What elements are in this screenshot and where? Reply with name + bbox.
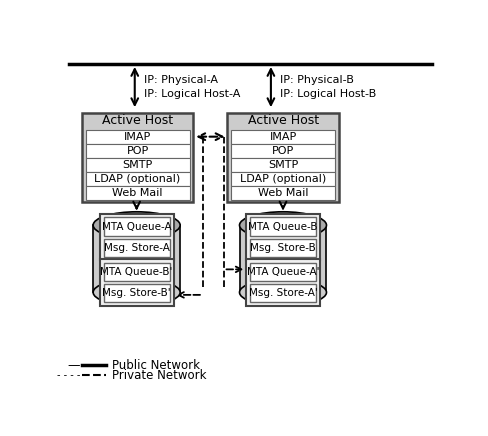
Bar bbox=[250, 284, 316, 303]
Bar bbox=[250, 263, 316, 281]
Bar bbox=[85, 158, 189, 172]
Text: - - - -: - - - - bbox=[57, 370, 80, 380]
Text: SMTP: SMTP bbox=[122, 160, 153, 170]
Text: MTA Queue-A: MTA Queue-A bbox=[102, 222, 171, 232]
Polygon shape bbox=[93, 225, 180, 293]
Text: Msg. Store-B': Msg. Store-B' bbox=[102, 288, 171, 298]
Bar bbox=[227, 113, 339, 202]
Ellipse shape bbox=[93, 212, 180, 238]
Text: IMAP: IMAP bbox=[124, 132, 151, 142]
Text: MTA Queue-B: MTA Queue-B bbox=[248, 222, 318, 232]
Bar bbox=[100, 259, 174, 306]
Text: Msg. Store-A: Msg. Store-A bbox=[104, 243, 169, 253]
Bar bbox=[103, 263, 170, 281]
Text: POP: POP bbox=[126, 146, 149, 156]
Text: Active Host: Active Host bbox=[102, 114, 173, 127]
Text: Public Network: Public Network bbox=[112, 359, 200, 372]
Bar bbox=[246, 214, 320, 260]
Bar bbox=[231, 158, 335, 172]
Bar bbox=[250, 238, 316, 257]
Text: IMAP: IMAP bbox=[269, 132, 297, 142]
Bar bbox=[231, 172, 335, 186]
Bar bbox=[100, 214, 174, 260]
Bar bbox=[103, 238, 170, 257]
Bar bbox=[250, 218, 316, 236]
Bar bbox=[85, 129, 189, 144]
Bar bbox=[85, 172, 189, 186]
Bar bbox=[103, 218, 170, 236]
Text: SMTP: SMTP bbox=[268, 160, 298, 170]
Bar bbox=[82, 113, 193, 202]
Text: IP: Physical-A
IP: Logical Host-A: IP: Physical-A IP: Logical Host-A bbox=[144, 75, 241, 99]
Text: —: — bbox=[67, 359, 80, 372]
Text: LDAP (optional): LDAP (optional) bbox=[95, 174, 181, 184]
Text: POP: POP bbox=[272, 146, 294, 156]
Text: Msg. Store-A': Msg. Store-A' bbox=[248, 288, 317, 298]
Text: Web Mail: Web Mail bbox=[112, 187, 163, 198]
Bar bbox=[231, 129, 335, 144]
Text: MTA Queue-B': MTA Queue-B' bbox=[101, 267, 173, 277]
Bar bbox=[231, 144, 335, 158]
Polygon shape bbox=[240, 225, 326, 293]
Bar bbox=[85, 144, 189, 158]
Text: LDAP (optional): LDAP (optional) bbox=[240, 174, 326, 184]
Bar bbox=[103, 284, 170, 303]
Ellipse shape bbox=[240, 212, 326, 238]
Text: Web Mail: Web Mail bbox=[258, 187, 308, 198]
Text: Private Network: Private Network bbox=[112, 369, 206, 382]
Ellipse shape bbox=[93, 279, 180, 306]
Ellipse shape bbox=[240, 279, 326, 306]
Text: Active Host: Active Host bbox=[247, 114, 319, 127]
Text: IP: Physical-B
IP: Logical Host-B: IP: Physical-B IP: Logical Host-B bbox=[280, 75, 377, 99]
Bar bbox=[231, 186, 335, 200]
Text: Msg. Store-B: Msg. Store-B bbox=[250, 243, 316, 253]
Bar bbox=[85, 186, 189, 200]
Text: MTA Queue-A': MTA Queue-A' bbox=[247, 267, 319, 277]
Bar bbox=[246, 259, 320, 306]
